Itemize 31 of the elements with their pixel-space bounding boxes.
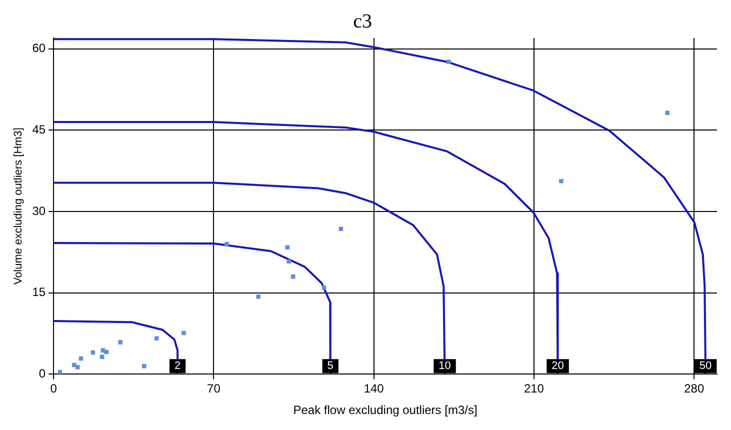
y-tick-label: 60 bbox=[32, 41, 46, 56]
chart-title: c3 bbox=[353, 10, 372, 32]
annotation: 5 bbox=[327, 360, 334, 372]
point bbox=[182, 330, 186, 336]
point bbox=[256, 294, 260, 299]
annotation: 50 bbox=[699, 360, 712, 372]
point bbox=[224, 242, 229, 246]
x-tick-label: 70 bbox=[207, 382, 221, 396]
y-tick-label: 30 bbox=[32, 204, 46, 218]
y-axis-title: Volume excluding outliers [Hm3] bbox=[12, 128, 25, 285]
x-tick-label: 280 bbox=[684, 382, 704, 396]
point bbox=[286, 259, 291, 264]
x-tick-label: 140 bbox=[364, 382, 384, 396]
point bbox=[100, 348, 106, 352]
point bbox=[142, 364, 146, 368]
x-tick-label: 210 bbox=[524, 382, 544, 396]
x-tick-label: 0 bbox=[50, 382, 58, 396]
x-axis-title: Peak flow excluding outliers [m3/s] bbox=[293, 403, 478, 418]
annotation: 2 bbox=[174, 360, 181, 372]
y-tick-label: 15 bbox=[32, 285, 46, 300]
y-tick-label: 0 bbox=[38, 366, 46, 381]
annotation: 20 bbox=[552, 360, 564, 372]
point bbox=[100, 354, 104, 359]
y-tick-label: 45 bbox=[32, 122, 46, 136]
point bbox=[118, 340, 122, 344]
annotation: 10 bbox=[438, 360, 451, 372]
point bbox=[446, 60, 451, 64]
point bbox=[559, 179, 564, 184]
point bbox=[285, 245, 290, 250]
point bbox=[665, 110, 670, 115]
point bbox=[75, 365, 80, 370]
